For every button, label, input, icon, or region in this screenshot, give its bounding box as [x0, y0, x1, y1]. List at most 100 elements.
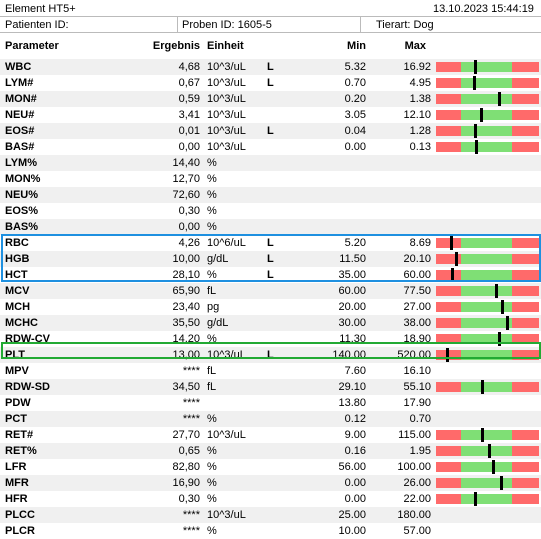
range-bar — [436, 492, 539, 506]
parameter-name: WBC — [5, 61, 32, 73]
result-value: **** — [182, 365, 200, 377]
range-bar-high-zone — [512, 446, 539, 456]
max-value: 77.50 — [403, 285, 431, 297]
column-header-min: Min — [347, 40, 366, 52]
range-bar-high-zone — [512, 270, 539, 280]
max-value: 1.38 — [409, 93, 431, 105]
parameter-name: HGB — [5, 253, 30, 265]
table-row: PLT 13,00 10^3/uL L 140.00 520.00 — [0, 347, 541, 363]
parameter-name: PLT — [5, 349, 25, 361]
max-value: 115.00 — [398, 429, 431, 441]
range-bar-marker — [480, 108, 483, 122]
parameter-name: HFR — [5, 493, 28, 505]
table-row: MFR 16,90% 0.00 26.00 — [0, 475, 541, 491]
range-bar-marker — [446, 348, 449, 362]
min-value: 11.50 — [339, 253, 366, 265]
unit-value: 10^3/uL — [207, 141, 246, 153]
range-bar-normal-zone — [461, 318, 512, 328]
min-value: 0.00 — [344, 141, 366, 153]
range-bar-marker — [498, 332, 501, 346]
table-row: RDW-CV 14,20% 11.30 18.90 — [0, 331, 541, 347]
table-row: NEU# 3,41 10^3/uL 3.05 12.10 — [0, 107, 541, 123]
parameter-name: HCT — [5, 269, 28, 281]
unit-value: 10^3/uL — [207, 77, 246, 89]
sample-info-bar: Patienten ID: Proben ID: 1605-5 Tierart:… — [0, 18, 541, 32]
unit-value: fL — [207, 381, 217, 393]
unit-value: % — [207, 333, 217, 345]
range-bar-high-zone — [512, 334, 539, 344]
range-bar-normal-zone — [461, 254, 512, 264]
table-row: MCH 23,40 pg 20.00 27.00 — [0, 299, 541, 315]
max-value: 57.00 — [403, 525, 431, 537]
range-bar-normal-zone — [461, 94, 512, 104]
parameter-name: BAS% — [5, 221, 39, 233]
max-value: 0.70 — [409, 413, 431, 425]
parameter-name: LFR — [5, 461, 27, 473]
range-bar-marker — [474, 60, 477, 74]
max-value: 180.00 — [397, 509, 431, 521]
parameter-name: PDW — [5, 397, 31, 409]
range-bar-normal-zone — [461, 78, 512, 88]
range-bar-normal-zone — [461, 478, 512, 488]
table-row: RET# 27,70 10^3/uL 9.00 115.00 — [0, 427, 541, 443]
range-bar-high-zone — [512, 94, 539, 104]
parameter-name: RET% — [5, 445, 37, 457]
result-value: 72,60 — [172, 189, 200, 201]
max-value: 0.13 — [409, 141, 431, 153]
range-bar-normal-zone — [461, 142, 512, 152]
result-value: 0,30 — [178, 493, 200, 505]
unit-value: 10^3/uL — [207, 125, 246, 137]
result-value: 28,10 — [172, 269, 200, 281]
unit-value: % — [207, 173, 217, 185]
result-value: 4,68 — [178, 61, 200, 73]
parameter-name: MON% — [5, 173, 41, 185]
unit-value: % — [207, 189, 217, 201]
range-bar-normal-zone — [461, 126, 512, 136]
unit-value: % — [207, 525, 217, 537]
table-row: HFR 0,30% 0.00 22.00 — [0, 491, 541, 507]
range-bar — [436, 60, 539, 74]
unit-value: 10^3/uL — [207, 509, 246, 521]
table-row: BAS% 0,00% — [0, 219, 541, 235]
range-bar-normal-zone — [461, 462, 512, 472]
result-value: 10,00 — [172, 253, 200, 265]
unit-value: % — [207, 205, 217, 217]
table-row: EOS# 0,01 10^3/uL L 0.04 1.28 — [0, 123, 541, 139]
min-value: 0.00 — [344, 477, 366, 489]
range-bar-normal-zone — [461, 350, 512, 360]
range-bar — [436, 332, 539, 346]
range-bar-high-zone — [512, 494, 539, 504]
range-bar-high-zone — [512, 430, 539, 440]
range-bar-marker — [488, 444, 491, 458]
range-bar — [436, 476, 539, 490]
parameter-name: NEU% — [5, 189, 39, 201]
unit-value: % — [207, 445, 217, 457]
range-bar-high-zone — [512, 350, 539, 360]
patient-id-label: Patienten ID: — [5, 19, 69, 31]
result-value: 4,26 — [178, 237, 200, 249]
min-value: 30.00 — [338, 317, 366, 329]
range-bar-marker — [473, 76, 476, 90]
range-bar-normal-zone — [461, 430, 512, 440]
max-value: 16.10 — [403, 365, 431, 377]
table-row: MON# 0,59 10^3/uL 0.20 1.38 — [0, 91, 541, 107]
range-bar-marker — [474, 124, 477, 138]
min-value: 35.00 — [338, 269, 366, 281]
range-bar — [436, 460, 539, 474]
unit-value: 10^3/uL — [207, 93, 246, 105]
max-value: 17.90 — [403, 397, 431, 409]
range-bar-high-zone — [512, 302, 539, 312]
table-row: LYM% 14,40% — [0, 155, 541, 171]
result-value: 0,67 — [178, 77, 200, 89]
min-value: 25.00 — [338, 509, 366, 521]
max-value: 1.95 — [409, 445, 431, 457]
flag-value: L — [267, 269, 274, 281]
unit-value: g/dL — [207, 317, 229, 329]
device-name: Element HT5+ — [5, 3, 76, 15]
range-bar-low-zone — [436, 302, 461, 312]
range-bar-low-zone — [436, 94, 461, 104]
range-bar-high-zone — [512, 478, 539, 488]
title-bar: Element HT5+ 13.10.2023 15:44:19 — [0, 2, 541, 16]
unit-value: % — [207, 461, 217, 473]
min-value: 29.10 — [338, 381, 366, 393]
